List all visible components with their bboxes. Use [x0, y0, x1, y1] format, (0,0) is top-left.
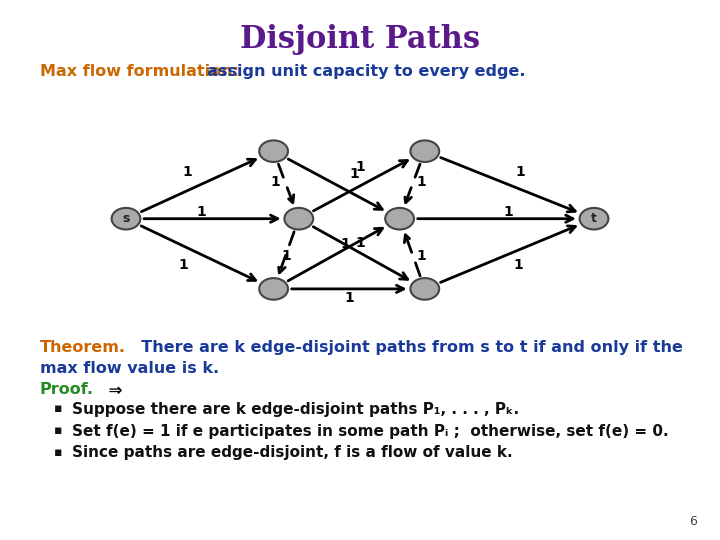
Circle shape — [284, 208, 313, 230]
Text: 1: 1 — [513, 258, 523, 272]
Text: Disjoint Paths: Disjoint Paths — [240, 24, 480, 55]
Text: s: s — [122, 212, 130, 225]
Text: 1: 1 — [271, 175, 281, 189]
Text: 1: 1 — [416, 175, 426, 189]
Text: ⇒: ⇒ — [97, 382, 122, 400]
Text: 1: 1 — [197, 205, 207, 219]
Text: 6: 6 — [689, 515, 697, 528]
Text: assign unit capacity to every edge.: assign unit capacity to every edge. — [196, 64, 526, 79]
Text: 1: 1 — [349, 167, 359, 181]
Text: ▪: ▪ — [54, 402, 63, 415]
Circle shape — [112, 208, 140, 230]
Text: 1: 1 — [355, 236, 365, 250]
Text: Since paths are edge-disjoint, f is a flow of value k.: Since paths are edge-disjoint, f is a fl… — [72, 446, 513, 461]
Text: 1: 1 — [515, 165, 525, 179]
Text: Set f(e) = 1 if e participates in some path Pᵢ ;  otherwise, set f(e) = 0.: Set f(e) = 1 if e participates in some p… — [72, 424, 669, 439]
Text: 1: 1 — [182, 165, 192, 179]
Circle shape — [410, 140, 439, 162]
Text: t: t — [591, 212, 597, 225]
Text: Proof.: Proof. — [40, 382, 94, 397]
Text: 1: 1 — [341, 237, 351, 251]
Circle shape — [580, 208, 608, 230]
Text: max flow value is k.: max flow value is k. — [40, 361, 219, 376]
Circle shape — [259, 140, 288, 162]
Text: ▪: ▪ — [54, 424, 63, 437]
Circle shape — [385, 208, 414, 230]
Circle shape — [259, 278, 288, 300]
Text: 1: 1 — [344, 291, 354, 305]
Text: Max flow formulation:: Max flow formulation: — [40, 64, 238, 79]
Text: Suppose there are k edge-disjoint paths P₁, . . . , Pₖ.: Suppose there are k edge-disjoint paths … — [72, 402, 519, 417]
Text: 1: 1 — [355, 160, 365, 174]
Text: 1: 1 — [179, 258, 189, 272]
Text: There are k edge-disjoint paths from s to t if and only if the: There are k edge-disjoint paths from s t… — [130, 340, 683, 355]
Text: ▪: ▪ — [54, 446, 63, 458]
Text: 1: 1 — [503, 205, 513, 219]
Circle shape — [410, 278, 439, 300]
Text: 1: 1 — [416, 249, 426, 263]
Text: Theorem.: Theorem. — [40, 340, 125, 355]
Text: 1: 1 — [281, 249, 291, 263]
